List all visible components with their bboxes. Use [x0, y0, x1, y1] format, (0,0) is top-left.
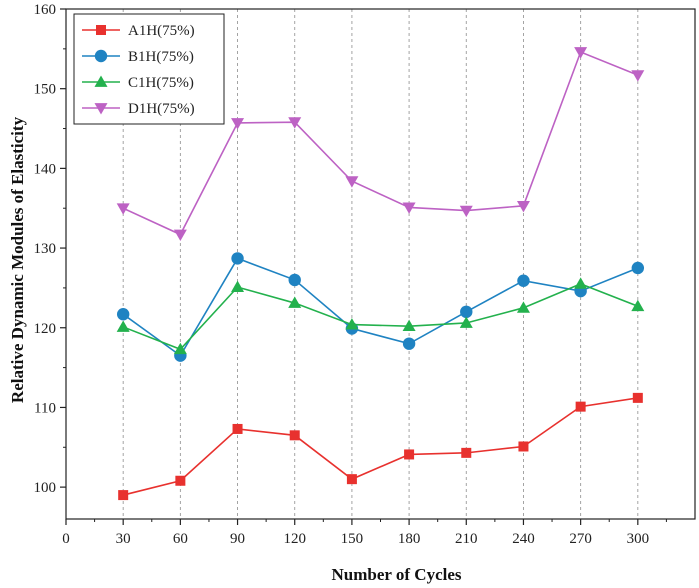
data-point: [175, 475, 186, 486]
y-tick-label: 120: [34, 321, 57, 337]
x-tick-label: 270: [569, 531, 592, 547]
y-axis-title: Relative Dynamic Modules of Elasticity: [8, 116, 27, 403]
series-line: [122, 397, 638, 496]
data-point: [173, 229, 187, 242]
data-series: [116, 47, 645, 501]
data-point: [632, 392, 643, 403]
data-point: [289, 430, 300, 441]
data-point: [173, 342, 187, 355]
data-point: [631, 261, 645, 275]
data-point: [631, 70, 645, 82]
legend-label: C1H(75%): [128, 75, 194, 91]
y-tick-label: 140: [34, 161, 57, 177]
data-point: [232, 423, 243, 434]
data-point: [231, 252, 244, 265]
data-point: [118, 490, 129, 501]
legend-item: C1H(75%): [82, 75, 194, 91]
x-tick-label: 0: [62, 531, 70, 547]
data-point: [459, 205, 473, 218]
series-line: [122, 50, 639, 236]
data-point: [402, 319, 416, 332]
data-point: [518, 441, 529, 452]
x-tick-label: 210: [455, 531, 478, 547]
x-axis-title: Number of Cycles: [332, 565, 462, 584]
legend: A1H(75%) B1H(75%) C1H(75%) D1H(75%): [73, 13, 225, 125]
data-point: [288, 296, 302, 308]
series-line: [122, 283, 639, 351]
data-point: [460, 305, 473, 319]
data-point: [346, 474, 357, 485]
x-axis-ticks: 0 30 60 90 120 150 180 210 240 270 300: [62, 519, 667, 547]
series-b1h-75-: [116, 252, 645, 362]
series-a1h-75-: [118, 392, 643, 501]
data-point: [459, 316, 473, 328]
y-tick-label: 130: [34, 241, 57, 257]
x-tick-label: 30: [116, 531, 131, 547]
y-tick-label: 100: [34, 480, 57, 496]
data-point: [94, 75, 108, 87]
x-tick-label: 90: [230, 531, 245, 547]
data-point: [231, 280, 245, 292]
data-point: [345, 318, 359, 330]
data-point: [517, 274, 530, 287]
series-line: [122, 257, 639, 357]
x-tick-label: 180: [398, 531, 421, 547]
legend-item: A1H(75%): [82, 23, 195, 39]
data-point: [461, 447, 472, 458]
data-point: [404, 449, 415, 460]
y-tick-label: 110: [34, 400, 56, 416]
x-tick-label: 300: [627, 531, 650, 547]
data-point: [402, 202, 416, 214]
data-point: [574, 277, 588, 289]
data-point: [96, 25, 106, 35]
y-axis-ticks: 100 110 120 130 140 150 160: [34, 2, 66, 496]
data-point: [116, 308, 130, 321]
data-point: [116, 320, 130, 332]
data-point: [116, 203, 130, 215]
series-c1h-75-: [116, 277, 645, 355]
y-tick-label: 160: [34, 2, 57, 18]
x-tick-label: 240: [512, 531, 535, 547]
data-point: [574, 47, 588, 59]
data-point: [575, 401, 586, 412]
data-point: [288, 117, 302, 129]
x-tick-label: 60: [173, 531, 188, 547]
data-point: [516, 200, 530, 213]
x-tick-label: 120: [283, 531, 306, 547]
data-point: [231, 118, 245, 130]
x-tick-label: 150: [341, 531, 364, 547]
legend-item: D1H(75%): [82, 101, 195, 117]
legend-item: B1H(75%): [82, 49, 194, 65]
data-point: [94, 49, 108, 63]
data-point: [288, 273, 301, 287]
y-tick-label: 150: [34, 82, 57, 98]
data-point: [345, 176, 359, 188]
grid-lines: [122, 9, 639, 519]
data-point: [94, 103, 108, 115]
legend-label: B1H(75%): [128, 49, 194, 65]
data-point: [631, 299, 645, 312]
series-d1h-75-: [116, 47, 645, 242]
legend-label: D1H(75%): [128, 101, 195, 117]
legend-label: A1H(75%): [128, 23, 195, 39]
data-point: [516, 301, 530, 313]
data-point: [402, 337, 416, 350]
